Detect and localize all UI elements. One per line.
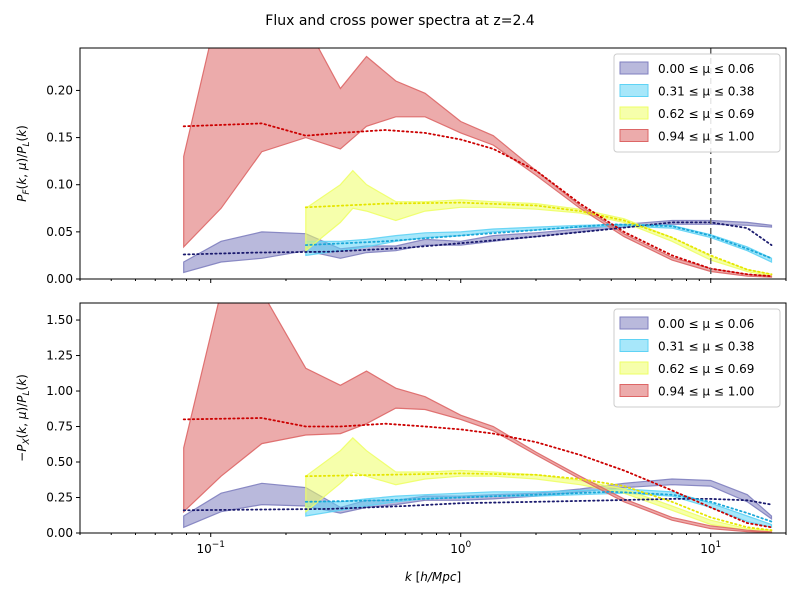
top-model-line-3 [182,122,773,278]
top-legend-label-2: 0.62 ≤ μ ≤ 0.69 [658,107,754,121]
bottom-legend-label-1: 0.31 ≤ μ ≤ 0.38 [658,340,754,354]
top-legend-swatch-2 [619,106,649,120]
bottom-legend-label-0: 0.00 ≤ μ ≤ 0.06 [658,317,754,331]
top-ytick-label-1: 0.05 [46,225,73,239]
top-legend-swatch-0 [619,61,649,75]
bottom-legend-box [613,308,781,408]
bottom-legend-swatch-2 [619,361,649,375]
top-ylabel: PF(k, μ)/PL(k) [15,125,32,202]
bottom-legend-label-3: 0.94 ≤ μ ≤ 1.00 [658,385,754,399]
top-ytick-label-0: 0.00 [46,272,73,286]
xlabel: k [h/Mpc] [405,570,461,584]
bottom-ytick-label-3: 0.75 [46,420,73,434]
top-legend-box [613,53,781,153]
top-ytick-label-3: 0.15 [46,131,73,145]
bottom-ytick-label-6: 1.50 [46,313,73,327]
top-model-line-2 [304,201,773,276]
bottom-ytick-label-2: 0.50 [46,455,73,469]
bottom-ytick-label-1: 0.25 [46,491,73,505]
top-legend-label-0: 0.00 ≤ μ ≤ 0.06 [658,62,754,76]
bottom-axes-frame [79,302,787,534]
top-legend: 0.00 ≤ μ ≤ 0.06 0.31 ≤ μ ≤ 0.38 0.62 ≤ μ ≤… [613,53,781,153]
top-axes-frame [79,47,787,280]
top-ytick-label-4: 0.20 [46,83,73,97]
chart-title: Flux and cross power spectra at z=2.4 [265,13,535,29]
bottom-ytick-label-5: 1.25 [46,349,73,363]
bottom-legend-swatch-1 [619,339,649,352]
top-band-3 [183,48,773,278]
top-ytick-label-2: 0.10 [46,178,73,192]
bottom-ytick-label-0: 0.00 [46,526,73,540]
bottom-xtick-label-2: 101 [700,540,721,556]
bottom-legend: 0.00 ≤ μ ≤ 0.06 0.31 ≤ μ ≤ 0.38 0.62 ≤ μ ≤… [613,308,781,408]
bottom-model-line-2 [304,472,773,532]
bottom-legend-swatch-3 [619,384,649,397]
bottom-model-line-3 [182,417,773,529]
top-legend-swatch-3 [619,129,649,142]
bottom-xtick-label-1: 100 [450,540,471,556]
bottom-xtick-label-0: 10−1 [196,540,225,556]
top-plot-area [182,48,773,278]
bottom-model-line-0 [182,497,773,512]
bottom-model-line-1 [304,490,773,523]
top-model-line-0 [182,221,773,256]
bottom-legend-label-2: 0.62 ≤ μ ≤ 0.69 [658,362,754,376]
bottom-ylabel: −PX(k, μ)/PL(k) [15,374,32,462]
top-band-0 [183,219,773,274]
bottom-legend-swatch-0 [619,316,649,330]
top-legend-label-3: 0.94 ≤ μ ≤ 1.00 [658,130,754,144]
bottom-band-3 [183,303,773,533]
bottom-plot-area [182,303,773,533]
top-legend-label-1: 0.31 ≤ μ ≤ 0.38 [658,85,754,99]
bottom-ytick-label-4: 1.00 [46,384,73,398]
top-legend-swatch-1 [619,84,649,97]
